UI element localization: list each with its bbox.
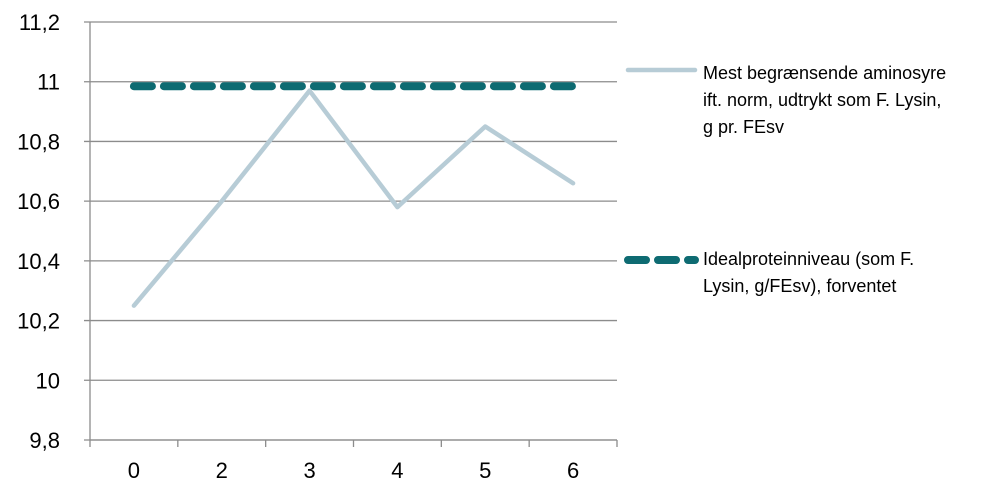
x-tick-labels: 0 2 3 4 5 6 <box>128 458 579 483</box>
y-tick-labels: 9,8 10 10,2 10,4 10,6 10,8 11 11,2 <box>17 10 60 453</box>
legend-line: Mest begrænsende aminosyre <box>703 63 947 83</box>
series-line-1 <box>131 88 576 308</box>
legend-line: ift. norm, udtrykt som F. Lysin, <box>703 90 942 110</box>
y-tick-label: 10,4 <box>17 249 60 274</box>
series-lines <box>129 82 578 308</box>
y-tick-label: 10,6 <box>17 189 60 214</box>
legend-label-series-2: Idealproteinniveau (som F. Lysin, g/FEsv… <box>703 246 914 300</box>
y-tick-label: 10,2 <box>17 309 60 334</box>
x-tick-label: 3 <box>303 458 315 483</box>
x-tick-label: 4 <box>391 458 403 483</box>
legend-line: Idealproteinniveau (som F. <box>703 249 915 269</box>
y-tick-label: 10,8 <box>17 129 60 154</box>
x-tick-label: 6 <box>567 458 579 483</box>
x-tick-label: 5 <box>479 458 491 483</box>
y-tick-label: 9,8 <box>29 428 60 453</box>
y-tick-label: 11 <box>37 70 60 95</box>
x-tick-label: 0 <box>128 458 140 483</box>
legend <box>624 67 699 264</box>
legend-line: Lysin, g/FEsv), forventet <box>703 276 897 296</box>
x-tick-label: 2 <box>216 458 228 483</box>
legend-line: g pr. FEsv <box>703 117 785 137</box>
legend-label-series-1: Mest begrænsende aminosyre ift. norm, ud… <box>703 60 946 141</box>
y-tick-label: 11,2 <box>19 10 60 35</box>
y-tick-label: 10 <box>36 368 60 393</box>
axes <box>89 22 618 447</box>
